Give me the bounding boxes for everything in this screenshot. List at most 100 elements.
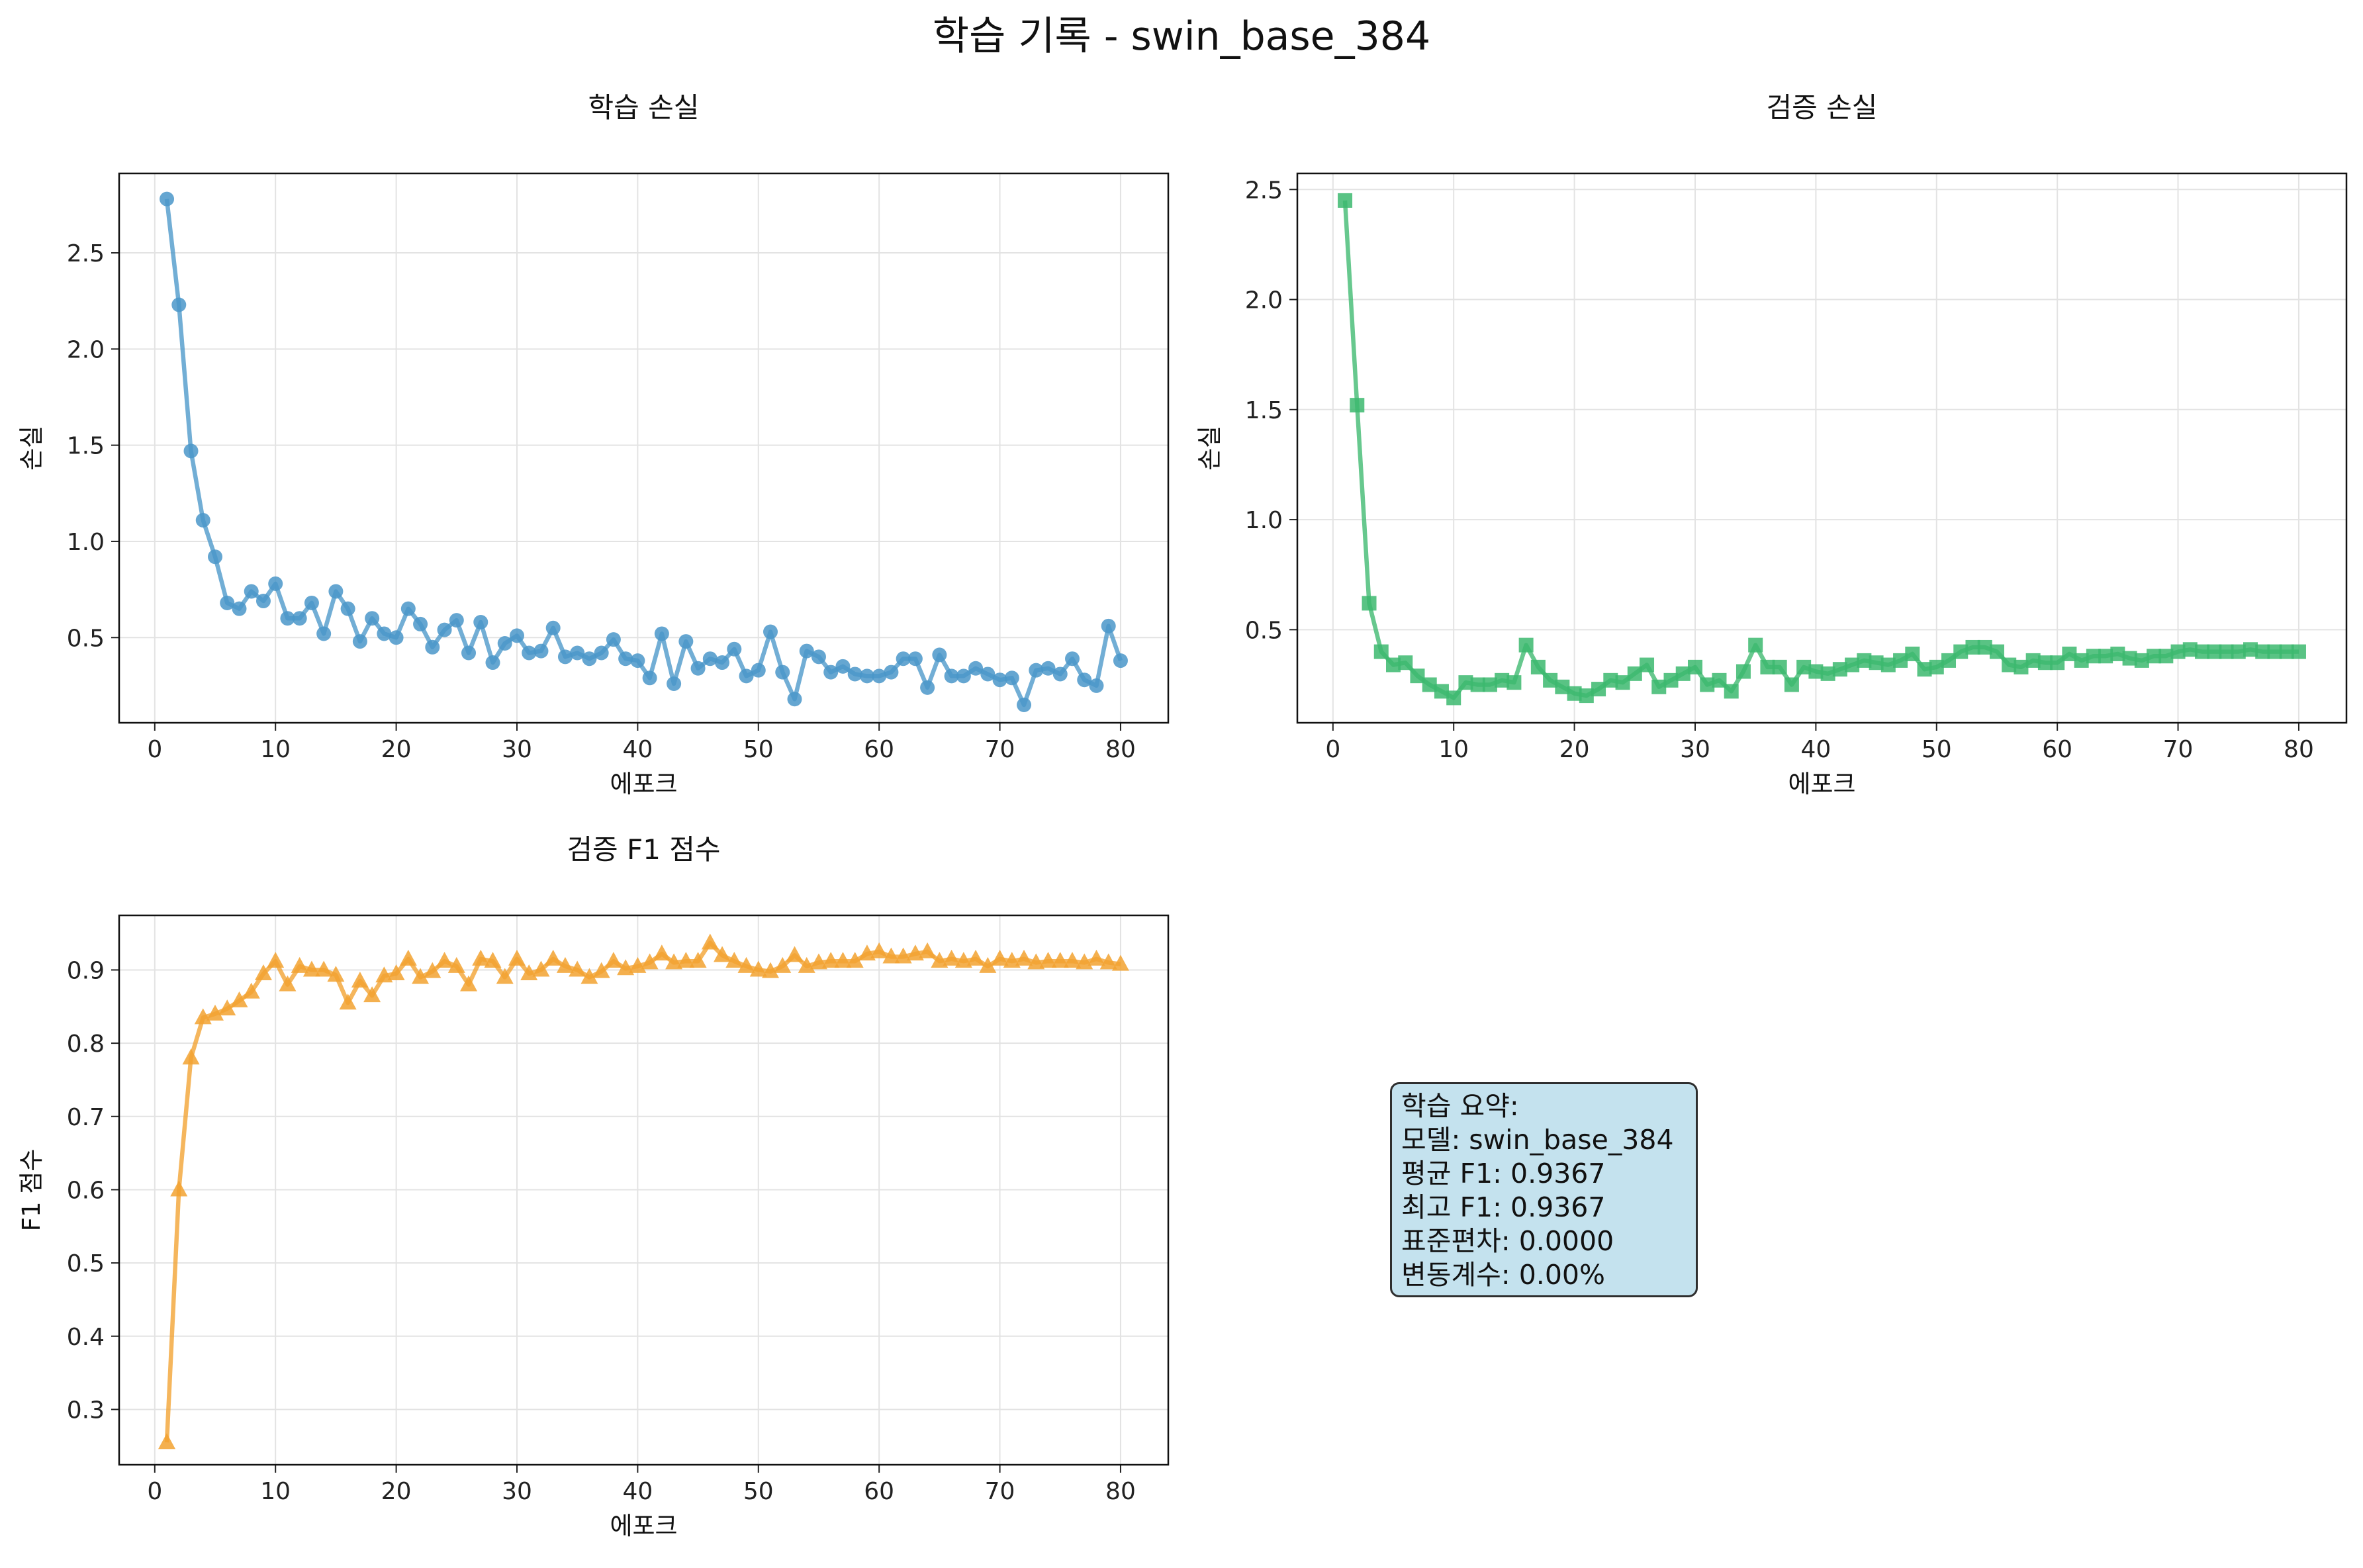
val-loss-xtick-label: 0 [1325,736,1340,763]
val-f1-point [931,952,949,968]
val-loss-point [2062,646,2077,661]
val-loss-point [2158,649,2174,664]
train-loss-point [799,643,814,659]
val-loss-point [2134,653,2149,668]
train-loss-point [208,549,223,565]
val-f1-point [967,949,985,966]
train-loss-point [667,676,682,692]
val-loss-point [1398,655,1413,670]
train-loss-ytick-label: 1.5 [67,433,105,460]
summary-std: 표준편차: 0.0000 [1401,1225,1614,1257]
val-f1-point [677,952,695,968]
val-loss-point [1977,639,1992,655]
val-loss-axes-frame [1296,172,2348,724]
val-loss-point [2219,644,2234,659]
train-loss-point [570,645,585,661]
train-loss-ytick-label: 1.0 [67,529,105,556]
val-f1-point [230,991,248,1007]
train-loss-point [160,191,175,207]
train-loss-point [522,645,537,661]
val-loss-xtick-label: 60 [2042,736,2072,763]
train-loss-ytick-label: 2.5 [67,240,105,267]
val-loss-point [2086,649,2101,664]
train-loss-point [244,584,259,599]
val-loss-point [1495,672,1510,688]
val-loss-point [1362,596,1377,611]
train-loss-point [328,584,344,599]
val-f1-point [508,949,526,966]
train-loss-point [727,641,742,657]
val-f1-ytick-label: 0.9 [67,957,105,984]
train-loss-point [654,626,669,641]
train-loss-point [220,595,235,610]
train-loss-point [751,663,766,678]
val-loss-point [1736,664,1751,679]
val-f1-point [375,966,393,983]
val-f1-point [1015,949,1033,966]
train-loss-point [1017,697,1032,712]
train-loss-xtick-label: 70 [985,736,1015,763]
train-loss-point [1041,661,1056,676]
val-f1-point [762,962,780,978]
val-loss-point [2231,644,2246,659]
val-f1-point [460,975,478,992]
val-f1-point [387,964,405,980]
train-loss-point [304,595,319,610]
train-loss-title: 학습 손실 [588,91,700,124]
val-f1-point [532,960,550,977]
train-loss-point [316,626,332,641]
val-f1-point [399,949,417,966]
val-loss-point [2025,653,2041,668]
val-loss-point [2182,642,2198,657]
val-f1-series-line [164,941,1121,1443]
train-loss-point [968,661,984,676]
train-loss-point [642,670,657,686]
summary-cv: 변동계수: 0.00% [1401,1259,1605,1291]
val-f1-point [991,949,1009,966]
train-loss-point [280,611,295,626]
train-loss-point [340,601,355,616]
val-loss-point [1373,644,1389,659]
val-loss-point [1917,662,1932,677]
summary-mean-f1: 평균 F1: 0.9367 [1401,1158,1606,1189]
train-loss-point [811,649,826,665]
train-loss-point [437,622,452,637]
val-loss-point [1458,675,1473,690]
val-f1-point [870,942,888,958]
train-loss-point [944,669,959,684]
val-loss-point [2255,644,2270,659]
train-loss-point [1113,653,1128,669]
train-loss-point [582,651,597,667]
val-loss-point [1543,672,1558,688]
val-f1-point [302,960,320,977]
val-f1-point [339,993,357,1010]
train-loss-point [787,692,802,707]
val-f1-point [810,953,827,970]
train-loss-point [183,443,199,459]
summary-model: 모델: swin_base_384 [1401,1124,1674,1156]
train-loss-point [859,669,874,684]
train-loss-point [775,665,790,680]
val-loss-point [1422,677,1437,692]
val-f1-point [737,956,755,973]
train-loss-point [268,576,283,591]
val-f1-point [1111,954,1129,971]
train-loss-point [497,635,512,651]
val-f1-point [858,945,876,961]
train-loss-point [847,667,862,682]
train-loss-xtick-label: 50 [743,736,774,763]
val-loss-xlabel: 에포크 [1788,770,1855,798]
val-f1-point [218,999,236,1016]
val-f1-xtick-label: 30 [502,1478,532,1505]
val-loss-point [1518,637,1534,653]
val-f1-point [1003,952,1021,968]
val-f1-ytick-label: 0.7 [67,1104,105,1131]
val-f1-point [906,945,924,961]
train-loss-point [473,615,488,630]
val-f1-point [447,956,465,973]
val-f1-xtick-label: 0 [147,1478,162,1505]
train-loss-point [835,659,851,674]
val-f1-point [846,952,864,968]
train-loss-point [1077,672,1092,688]
train-loss-point [365,611,380,626]
